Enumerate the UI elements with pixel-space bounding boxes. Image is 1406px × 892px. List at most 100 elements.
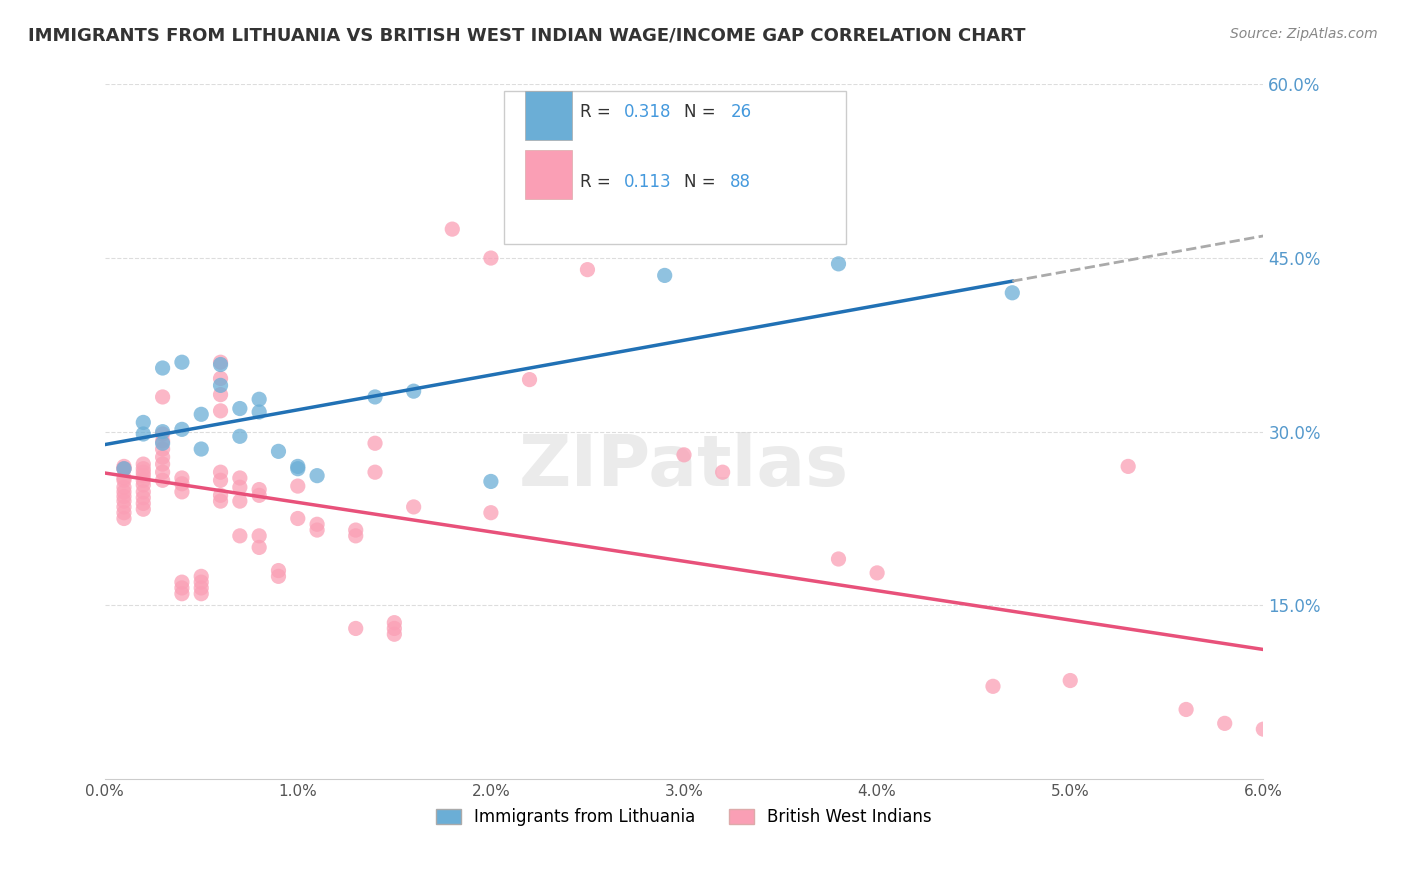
Point <box>152 442 174 456</box>
Point <box>112 461 135 475</box>
Point <box>209 465 232 479</box>
Point <box>170 484 193 499</box>
Point <box>479 251 502 265</box>
Point <box>112 461 135 475</box>
Point <box>132 496 155 510</box>
Point <box>479 475 502 489</box>
Point <box>190 442 212 456</box>
Point <box>132 478 155 492</box>
Point <box>267 444 290 458</box>
Point <box>170 575 193 590</box>
Point <box>112 459 135 474</box>
Point <box>1253 722 1275 736</box>
Point <box>190 407 212 421</box>
Point <box>152 361 174 376</box>
Point <box>190 587 212 601</box>
Text: 88: 88 <box>730 173 751 191</box>
Point <box>672 448 695 462</box>
Point <box>382 627 405 641</box>
Point <box>209 378 232 392</box>
Point <box>654 268 676 283</box>
Point <box>190 575 212 590</box>
Text: R =: R = <box>579 103 616 121</box>
Point <box>152 434 174 448</box>
Point <box>209 387 232 401</box>
Point <box>287 479 309 493</box>
Point <box>287 511 309 525</box>
Point <box>1001 285 1024 300</box>
Point <box>1059 673 1081 688</box>
Point <box>209 358 232 372</box>
Point <box>344 622 367 636</box>
Point <box>287 461 309 475</box>
Point <box>287 459 309 474</box>
Point <box>132 457 155 471</box>
Point <box>152 425 174 439</box>
Point <box>827 257 849 271</box>
Legend: Immigrants from Lithuania, British West Indians: Immigrants from Lithuania, British West … <box>429 802 939 833</box>
Point <box>344 523 367 537</box>
Point <box>229 480 252 494</box>
Point <box>229 429 252 443</box>
Point <box>170 587 193 601</box>
Point <box>247 529 270 543</box>
FancyBboxPatch shape <box>526 91 572 140</box>
Point <box>152 457 174 471</box>
Point <box>1291 728 1313 742</box>
Point <box>112 484 135 499</box>
Point <box>711 465 734 479</box>
Point <box>112 494 135 508</box>
Point <box>152 427 174 442</box>
Point <box>152 436 174 450</box>
Point <box>827 552 849 566</box>
Point <box>112 500 135 514</box>
Point <box>479 506 502 520</box>
Point <box>209 473 232 487</box>
Point <box>132 491 155 505</box>
Point <box>112 490 135 504</box>
Point <box>402 500 425 514</box>
Point <box>132 427 155 442</box>
Point <box>112 473 135 487</box>
Point <box>170 471 193 485</box>
Point <box>1213 716 1236 731</box>
Point <box>170 422 193 436</box>
Point <box>209 488 232 502</box>
Point <box>170 355 193 369</box>
Point <box>132 461 155 475</box>
Point <box>132 502 155 516</box>
Text: Source: ZipAtlas.com: Source: ZipAtlas.com <box>1230 27 1378 41</box>
Point <box>981 679 1004 693</box>
Point <box>382 622 405 636</box>
Point <box>364 465 387 479</box>
Point <box>1329 733 1351 747</box>
Text: N =: N = <box>683 173 721 191</box>
Text: 26: 26 <box>730 103 751 121</box>
Point <box>441 222 464 236</box>
Point <box>247 392 270 407</box>
Point <box>247 488 270 502</box>
Point <box>112 461 135 475</box>
Point <box>402 384 425 399</box>
Point <box>209 494 232 508</box>
Point <box>132 468 155 483</box>
Point <box>170 476 193 491</box>
Point <box>152 450 174 464</box>
Point <box>132 416 155 430</box>
Point <box>112 471 135 485</box>
Point <box>267 564 290 578</box>
Point <box>364 390 387 404</box>
Point <box>190 581 212 595</box>
Point <box>247 483 270 497</box>
Point <box>152 473 174 487</box>
Point <box>132 484 155 499</box>
Point <box>1175 702 1198 716</box>
Point <box>229 471 252 485</box>
Point <box>190 569 212 583</box>
Point <box>132 473 155 487</box>
Point <box>209 355 232 369</box>
Point <box>364 436 387 450</box>
Text: IMMIGRANTS FROM LITHUANIA VS BRITISH WEST INDIAN WAGE/INCOME GAP CORRELATION CHA: IMMIGRANTS FROM LITHUANIA VS BRITISH WES… <box>28 27 1025 45</box>
Text: 0.318: 0.318 <box>624 103 671 121</box>
Point <box>229 401 252 416</box>
